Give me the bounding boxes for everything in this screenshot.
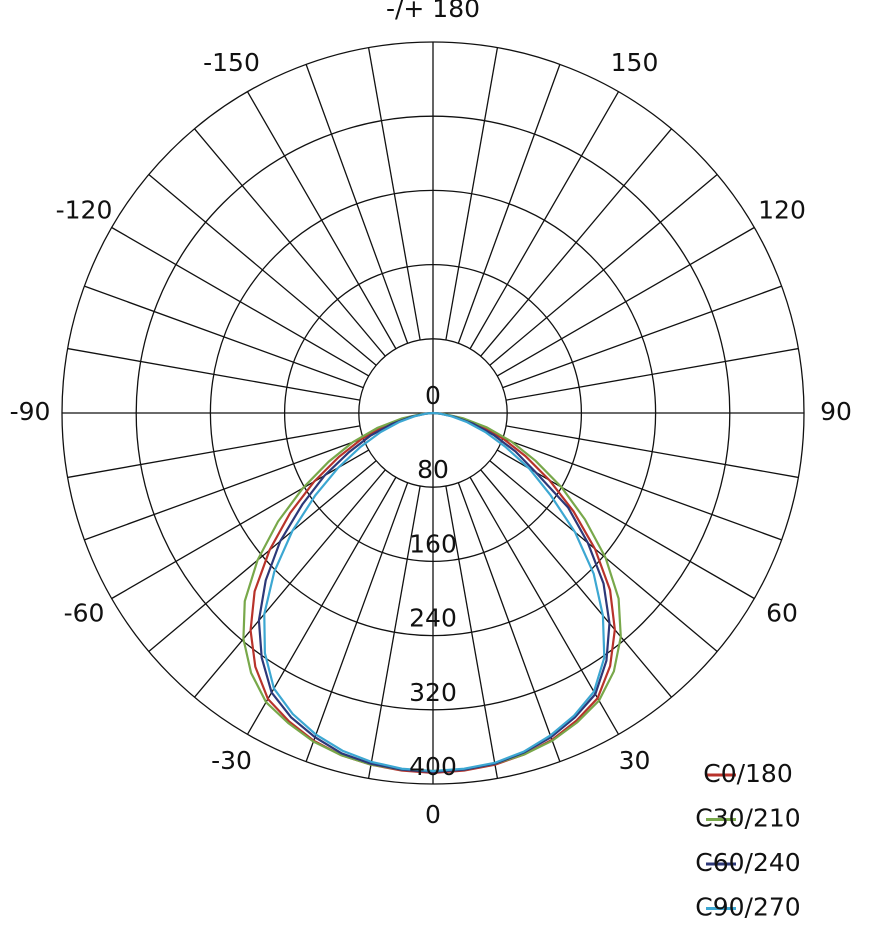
ring-grid-line [209, 189, 657, 637]
angle-label: -/+ 180 [386, 0, 480, 23]
ring-grid-line [135, 115, 731, 711]
legend-label: C60/240 [695, 848, 800, 877]
angle-label: -30 [211, 746, 252, 775]
angle-label: 90 [820, 397, 852, 426]
angle-label: 60 [766, 599, 798, 628]
ring-label: 240 [409, 604, 457, 633]
ring-label: 400 [409, 752, 457, 781]
ring-grid-line [283, 263, 583, 563]
legend-label: C0/180 [703, 759, 793, 788]
angle-label: -120 [56, 196, 113, 225]
ring-label: 80 [417, 455, 449, 484]
angle-label: 30 [619, 746, 651, 775]
ring-grid-line [358, 338, 508, 488]
ring-label: 0 [425, 381, 441, 410]
ring-label: 320 [409, 678, 457, 707]
angle-label: -90 [10, 397, 51, 426]
angle-label: -150 [203, 48, 260, 77]
ring-label: 160 [409, 529, 457, 558]
angle-label: 0 [425, 800, 441, 829]
legend-label: C30/210 [695, 804, 800, 833]
intensity-curve [263, 411, 606, 773]
angle-label: 120 [758, 196, 806, 225]
angle-label: 150 [611, 48, 659, 77]
angle-label: -60 [64, 599, 105, 628]
ring-grid-line [61, 41, 805, 785]
legend-label: C90/270 [695, 893, 800, 922]
